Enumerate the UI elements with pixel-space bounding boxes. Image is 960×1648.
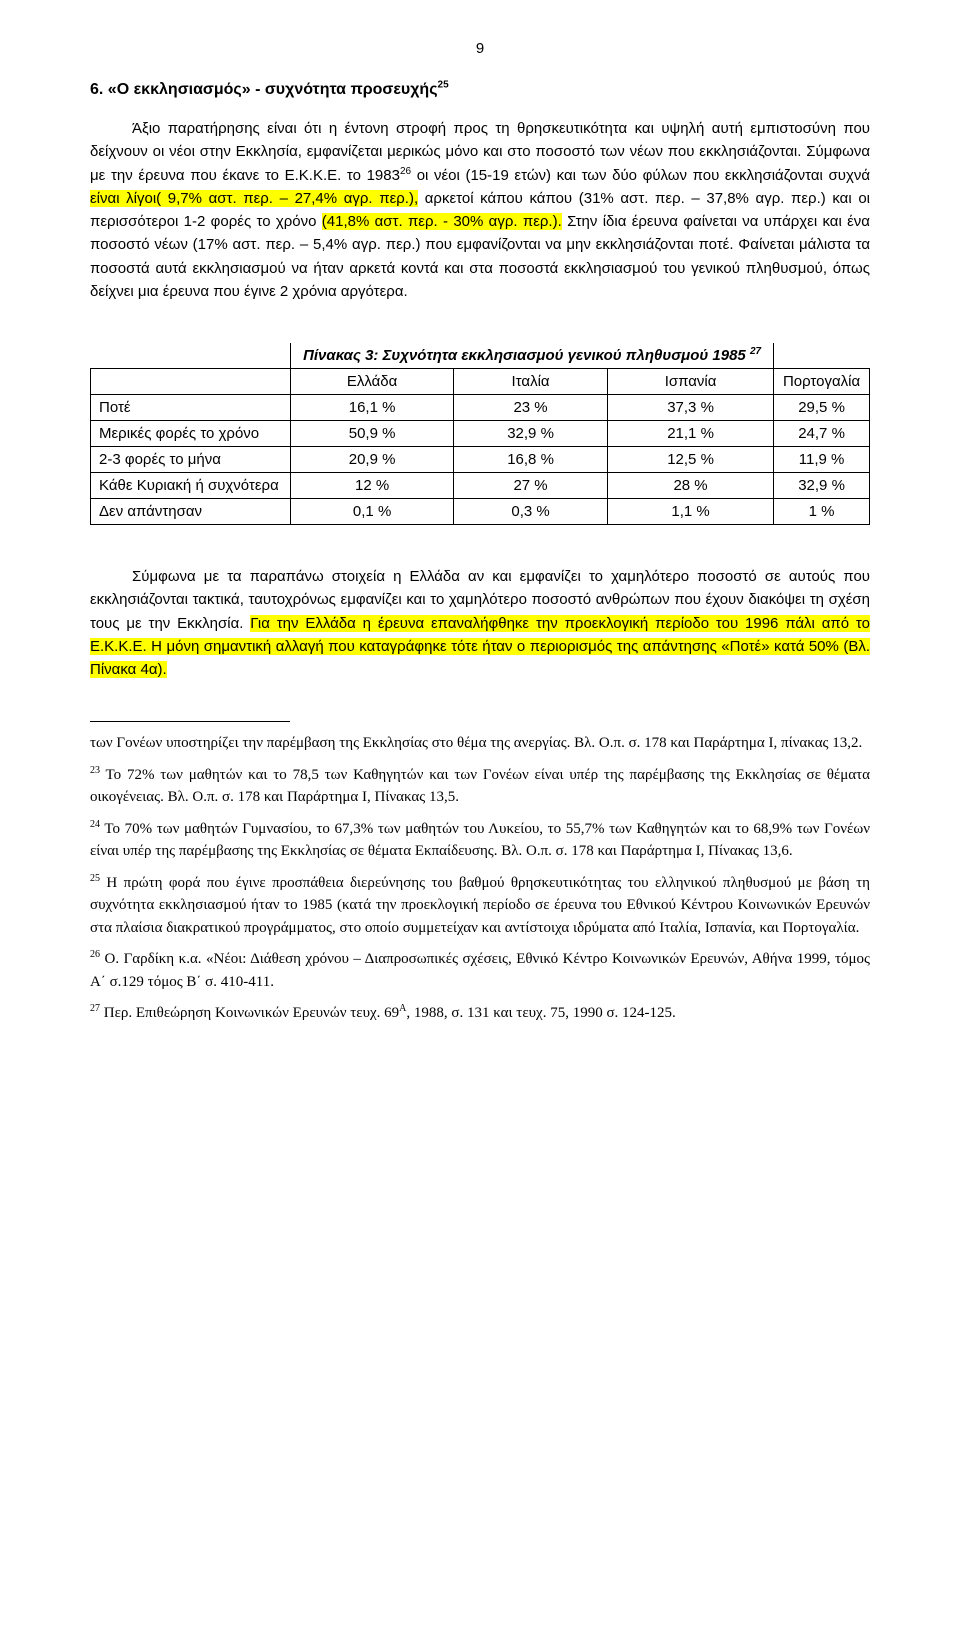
table-cell: 32,9 % (454, 421, 608, 447)
footnote-text: Το 72% των μαθητών και το 78,5 των Καθηγ… (90, 767, 870, 806)
table-3-container: Πίνακας 3: Συχνότητα εκκλησιασμού γενικο… (90, 343, 870, 525)
row-label: Μερικές φορές το χρόνο (91, 421, 291, 447)
table-row: 2-3 φορές το μήνα 20,9 % 16,8 % 12,5 % 1… (91, 447, 870, 473)
footnote-text: Το 70% των μαθητών Γυμνασίου, το 67,3% τ… (90, 821, 870, 860)
paragraph-1: Άξιο παρατήρησης είναι ότι η έντονη στρο… (90, 117, 870, 303)
table-cell: 11,9 % (774, 447, 870, 473)
caption-spacer-right (774, 343, 870, 369)
page-number: 9 (90, 40, 870, 57)
table-row: Δεν απάντησαν 0,1 % 0,3 % 1,1 % 1 % (91, 499, 870, 525)
table-cell: 37,3 % (608, 395, 774, 421)
footnote-marker: 27 (90, 1003, 100, 1014)
table-header-blank (91, 369, 291, 395)
table-cell: 28 % (608, 473, 774, 499)
table-cell: 29,5 % (774, 395, 870, 421)
heading-footnote-ref: 25 (438, 80, 449, 91)
footnote-27: 27 Περ. Επιθεώρηση Κοινωνικών Ερευνών τε… (90, 1001, 870, 1025)
p1-footnote-ref: 26 (400, 166, 411, 177)
caption-footnote-ref: 27 (750, 346, 761, 357)
table-cell: 21,1 % (608, 421, 774, 447)
footnote-text: Ο. Γαρδίκη κ.α. «Νέοι: Διάθεση χρόνου – … (90, 951, 870, 990)
table-row: Κάθε Κυριακή ή συχνότερα 12 % 27 % 28 % … (91, 473, 870, 499)
footnote-24: 24 Το 70% των μαθητών Γυμνασίου, το 67,3… (90, 817, 870, 863)
p1-highlight-1: είναι λίγοι( 9,7% αστ. περ. – 27,4% αγρ.… (90, 190, 418, 207)
footnote-marker: 23 (90, 765, 100, 776)
caption-text: Πίνακας 3: Συχνότητα εκκλησιασμού γενικο… (303, 347, 750, 364)
table-cell: 16,8 % (454, 447, 608, 473)
table-cell: 24,7 % (774, 421, 870, 447)
footnote-26: 26 Ο. Γαρδίκη κ.α. «Νέοι: Διάθεση χρόνου… (90, 947, 870, 993)
row-label: Δεν απάντησαν (91, 499, 291, 525)
heading-text: 6. «Ο εκκλησιασμός» - συχνότητα προσευχή… (90, 81, 438, 98)
row-label: Κάθε Κυριακή ή συχνότερα (91, 473, 291, 499)
table-cell: 32,9 % (774, 473, 870, 499)
table-header-row: Ελλάδα Ιταλία Ισπανία Πορτογαλία (91, 369, 870, 395)
table-cell: 23 % (454, 395, 608, 421)
footnote-marker: 24 (90, 819, 100, 830)
table-cell: 12 % (291, 473, 454, 499)
footnote-marker: 26 (90, 949, 100, 960)
table-cell: 50,9 % (291, 421, 454, 447)
caption-spacer-left (91, 343, 291, 369)
table-cell: 1,1 % (608, 499, 774, 525)
table-row: Ποτέ 16,1 % 23 % 37,3 % 29,5 % (91, 395, 870, 421)
footnote-lead-text: των Γονέων υποστηρίζει την παρέμβαση της… (90, 735, 862, 751)
table-cell: 16,1 % (291, 395, 454, 421)
table-caption: Πίνακας 3: Συχνότητα εκκλησιασμού γενικο… (291, 343, 774, 369)
footnote-text-post: , 1988, σ. 131 και τευχ. 75, 1990 σ. 124… (406, 1005, 675, 1021)
footnote-separator (90, 721, 290, 722)
footnote-23: 23 Το 72% των μαθητών και το 78,5 των Κα… (90, 763, 870, 809)
footnote-text: Η πρώτη φορά που έγινε προσπάθεια διερεύ… (90, 875, 870, 936)
table-row: Μερικές φορές το χρόνο 50,9 % 32,9 % 21,… (91, 421, 870, 447)
table-header-col-3: Ισπανία (608, 369, 774, 395)
footnote-continuation: των Γονέων υποστηρίζει την παρέμβαση της… (90, 732, 870, 755)
table-header-col-2: Ιταλία (454, 369, 608, 395)
table-caption-row: Πίνακας 3: Συχνότητα εκκλησιασμού γενικο… (91, 343, 870, 369)
table-cell: 1 % (774, 499, 870, 525)
table-cell: 0,3 % (454, 499, 608, 525)
table-header-col-4: Πορτογαλία (774, 369, 870, 395)
footnote-25: 25 Η πρώτη φορά που έγινε προσπάθεια διε… (90, 871, 870, 940)
p1-t2: οι νέοι (15-19 ετών) και των δύο φύλων π… (411, 167, 870, 184)
row-label: Ποτέ (91, 395, 291, 421)
table-3: Πίνακας 3: Συχνότητα εκκλησιασμού γενικο… (90, 343, 870, 525)
table-header-col-1: Ελλάδα (291, 369, 454, 395)
paragraph-2: Σύμφωνα με τα παραπάνω στοιχεία η Ελλάδα… (90, 565, 870, 681)
table-cell: 0,1 % (291, 499, 454, 525)
document-page: 9 6. «Ο εκκλησιασμός» - συχνότητα προσευ… (0, 0, 960, 1648)
table-cell: 12,5 % (608, 447, 774, 473)
table-cell: 27 % (454, 473, 608, 499)
table-cell: 20,9 % (291, 447, 454, 473)
row-label: 2-3 φορές το μήνα (91, 447, 291, 473)
section-heading: 6. «Ο εκκλησιασμός» - συχνότητα προσευχή… (90, 81, 870, 99)
footnote-text-pre: Περ. Επιθεώρηση Κοινωνικών Ερευνών τευχ.… (104, 1005, 399, 1021)
p1-highlight-2: (41,8% αστ. περ. - 30% αγρ. περ.). (322, 213, 562, 230)
footnote-marker: 25 (90, 873, 100, 884)
